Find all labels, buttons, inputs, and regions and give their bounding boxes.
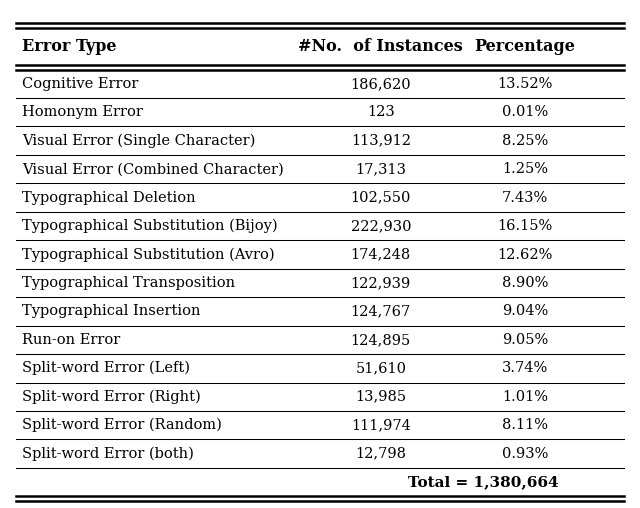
Text: 111,974: 111,974 — [351, 418, 411, 432]
Text: 124,895: 124,895 — [351, 333, 411, 347]
Text: 174,248: 174,248 — [351, 247, 411, 262]
Text: Homonym Error: Homonym Error — [22, 105, 143, 119]
Text: 3.74%: 3.74% — [502, 361, 548, 375]
Text: 51,610: 51,610 — [355, 361, 406, 375]
Text: Cognitive Error: Cognitive Error — [22, 77, 139, 91]
Text: 13,985: 13,985 — [355, 390, 406, 404]
Text: 9.04%: 9.04% — [502, 304, 548, 319]
Text: Typographical Substitution (Avro): Typographical Substitution (Avro) — [22, 247, 275, 262]
Text: Typographical Deletion: Typographical Deletion — [22, 190, 196, 205]
Text: 8.11%: 8.11% — [502, 418, 548, 432]
Text: 222,930: 222,930 — [351, 219, 411, 233]
Text: 113,912: 113,912 — [351, 134, 411, 148]
Text: 12,798: 12,798 — [355, 447, 406, 461]
Text: 0.01%: 0.01% — [502, 105, 548, 119]
Text: 186,620: 186,620 — [351, 77, 411, 91]
Text: 12.62%: 12.62% — [497, 247, 552, 262]
Text: Error Type: Error Type — [22, 38, 117, 55]
Text: 1.01%: 1.01% — [502, 390, 548, 404]
Text: Percentage: Percentage — [474, 38, 575, 55]
Text: Total = 1,380,664: Total = 1,380,664 — [408, 475, 559, 489]
Text: #No.  of Instances: #No. of Instances — [298, 38, 463, 55]
Text: Typographical Insertion: Typographical Insertion — [22, 304, 201, 319]
Text: 124,767: 124,767 — [351, 304, 411, 319]
Text: 8.90%: 8.90% — [502, 276, 548, 290]
Text: 9.05%: 9.05% — [502, 333, 548, 347]
Text: 122,939: 122,939 — [351, 276, 411, 290]
Text: 13.52%: 13.52% — [497, 77, 552, 91]
Text: Visual Error (Single Character): Visual Error (Single Character) — [22, 134, 256, 148]
Text: 7.43%: 7.43% — [502, 190, 548, 205]
Text: Split-word Error (Left): Split-word Error (Left) — [22, 361, 191, 375]
Text: Split-word Error (Right): Split-word Error (Right) — [22, 390, 201, 404]
Text: 8.25%: 8.25% — [502, 134, 548, 148]
Text: 0.93%: 0.93% — [502, 447, 548, 461]
Text: 102,550: 102,550 — [351, 190, 411, 205]
Text: Run-on Error: Run-on Error — [22, 333, 121, 347]
Text: Split-word Error (Random): Split-word Error (Random) — [22, 418, 222, 432]
Text: Typographical Substitution (Bijoy): Typographical Substitution (Bijoy) — [22, 219, 278, 233]
Text: Split-word Error (both): Split-word Error (both) — [22, 447, 195, 461]
Text: Visual Error (Combined Character): Visual Error (Combined Character) — [22, 162, 284, 176]
Text: 1.25%: 1.25% — [502, 162, 548, 176]
Text: 123: 123 — [367, 105, 395, 119]
Text: 17,313: 17,313 — [355, 162, 406, 176]
Text: 16.15%: 16.15% — [497, 219, 552, 233]
Text: Typographical Transposition: Typographical Transposition — [22, 276, 236, 290]
